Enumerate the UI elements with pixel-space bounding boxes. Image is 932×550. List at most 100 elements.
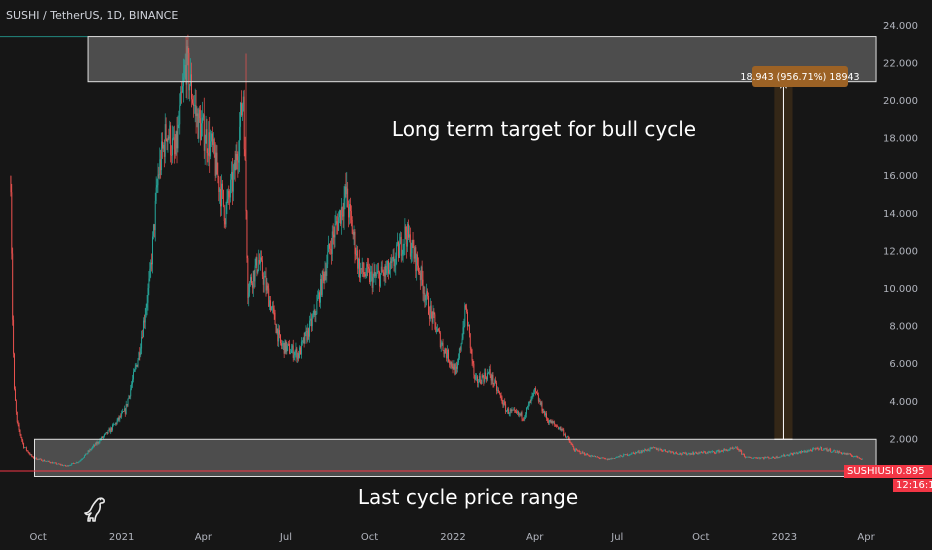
candle-body [792,453,794,455]
candle-body [673,452,675,454]
candle-body [258,260,260,270]
price-axis[interactable]: 2.000 4.000 6.000 8.000 10.000 12.000 14.000 16… [883,0,918,446]
tradingview-dinosaur-logo[interactable] [84,495,106,525]
candle-body [234,162,236,171]
measure-label-box[interactable]: 18.943 (956.71%) 18943 [740,66,860,87]
last-price-value: 0.895 [893,465,932,478]
candle-body [348,207,350,218]
candle-body [388,261,389,274]
candle-body [610,458,612,460]
candle-body [384,265,386,277]
candle-body [91,448,93,450]
candle-body [588,455,590,457]
candle-body [223,205,225,222]
candle-body [276,328,278,334]
candle-body [445,348,447,353]
candle-body [320,278,321,303]
candle-body [790,453,792,455]
candle-body [427,291,429,297]
candle-body [566,436,568,438]
candle-body [805,451,807,453]
candle-body [324,271,326,281]
candle-body [460,343,462,350]
candle-body [236,153,238,161]
candle-body [146,302,148,308]
candle-body [529,401,531,403]
candle-body [660,448,662,450]
candle-body [523,418,525,420]
candle-body [819,448,821,450]
candle-body [417,254,419,266]
candle-body [28,452,30,454]
time-axis[interactable]: Oct 2021 Apr Jul Oct 2022 Apr Jul Oct 2023 Apr [29,532,875,543]
candle-body [152,224,154,237]
candle-body [861,459,863,460]
candle-body [467,324,469,327]
candle-body [624,454,626,455]
candle-body [572,444,574,447]
candle-body [773,456,774,458]
candle-body [32,456,34,458]
time-tick-label: Apr [195,532,213,543]
candle-body [138,352,140,360]
candle-body [555,424,557,426]
candle-body [43,460,45,462]
candle-body [261,260,263,277]
candle-body [727,450,729,452]
candle-body [713,451,714,452]
candle-body [546,413,547,419]
candle-body [72,463,74,464]
candle-body [476,376,478,378]
range-zone-fill [34,439,877,477]
candle-body [611,458,613,459]
candle-body [222,189,224,206]
candle-body [145,307,147,316]
candle-body [117,417,119,421]
candle-body [288,343,290,345]
candle-body [21,437,23,441]
candle-body [186,46,188,85]
candle-body [439,332,441,347]
candle-body [118,417,120,420]
candle-body [317,297,319,302]
candle-body [853,456,855,458]
candle-body [372,276,374,288]
measure-label: 18.943 (956.71%) 18943 [740,72,859,83]
candle-body [379,271,380,287]
time-tick-label: 2022 [440,532,465,543]
candle-body [740,449,742,451]
candle-body [618,456,620,457]
candle-body [204,143,206,151]
candle-body [337,222,339,231]
candle-body [116,420,118,424]
candle-body [547,420,549,424]
candle-body [90,449,92,450]
candle-body [353,231,355,235]
candle-body [773,457,775,459]
candle-body [499,393,501,396]
symbol-title[interactable]: SUSHI / TetherUS, 1D, BINANCE [6,9,179,22]
candle-body [551,421,553,424]
target-zone-fill [88,36,877,82]
candle-body [232,172,234,192]
candle-body [349,204,351,212]
candle-body [643,450,645,452]
candle-body [837,450,839,453]
candle-body [467,312,468,327]
candle-body [215,152,217,176]
candle-body [367,264,369,267]
candle-body [684,452,686,454]
candle-body [804,450,806,453]
candle-body [15,400,17,412]
candle-body [803,450,805,452]
candle-body [133,369,135,372]
candle-body [640,451,642,453]
candle-body [756,458,758,459]
candle-body [822,449,824,450]
candle-body [807,450,809,452]
candle-body [356,250,358,256]
candle-body [132,371,134,380]
candle-body [143,320,145,323]
candle-body [509,409,511,414]
